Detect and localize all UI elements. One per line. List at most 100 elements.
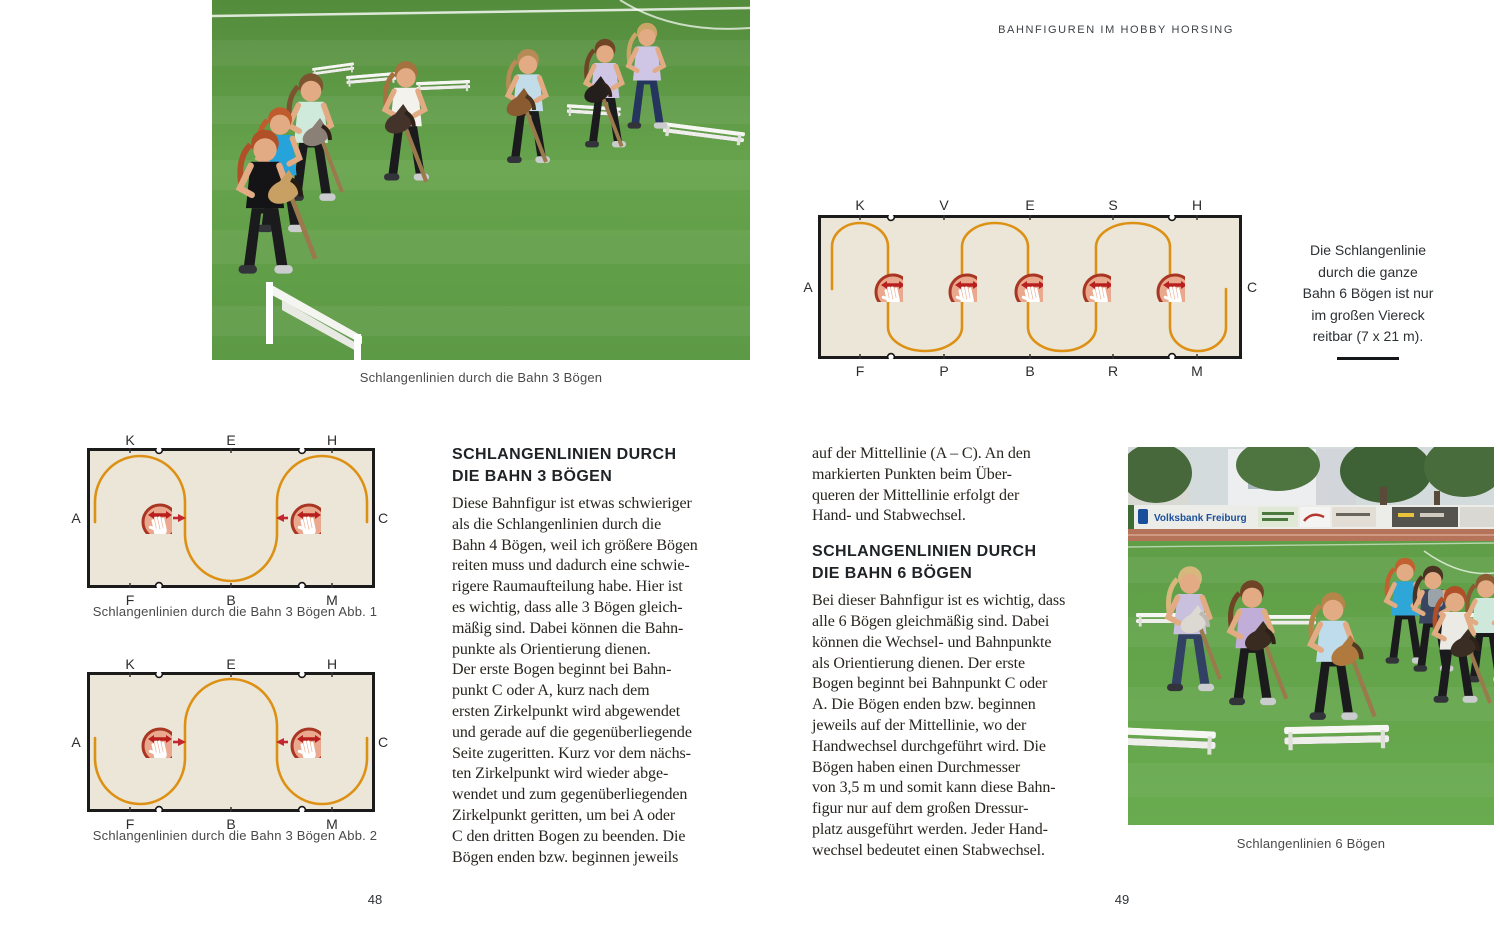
text-line: punkt C oder A, kurz nach dem [452, 682, 650, 700]
top-photo-caption: Schlangenlinien durch die Bahn 3 Bögen [359, 370, 603, 385]
arena-letter: F [125, 592, 135, 608]
arena-letter: M [326, 816, 338, 832]
serpentine-path [93, 454, 369, 583]
arena-letter: B [1025, 363, 1035, 379]
text-line: DIE BAHN 6 BÖGEN [812, 564, 973, 582]
article-body-3-boegen: Diese Bahnfigur ist etwas schwieriger als… [452, 494, 702, 868]
arena-letter: A [71, 510, 81, 526]
text-line: Bogen beginnt bei Bahnpunkt C oder [812, 675, 1048, 693]
text-line: reitbar (7 x 21 m). [1312, 328, 1424, 344]
pitch-circle-arc [619, 0, 750, 30]
article-heading-3-boegen: SCHLANGENLINIEN DURCH DIE BAHN 3 BÖGEN [452, 444, 702, 487]
text-line: Seite zugeritten. Kurz vor dem nächs- [452, 744, 691, 762]
letter-ticks [859, 215, 1198, 359]
text-line: von 3,5 m und somit kann diese Bahn- [812, 779, 1056, 797]
text-line: platz ausgeführt werden. Jeder Hand- [812, 820, 1048, 838]
handwechsel-icon [290, 503, 321, 534]
pitch-circle-arc [1423, 550, 1494, 575]
arena-letter: E [226, 432, 236, 448]
banner-strip: Volksbank Freiburg [1128, 505, 1494, 529]
text-line: figur nur auf dem großen Dressur- [812, 800, 1029, 818]
arena-letter: V [939, 197, 949, 213]
zirkelpunkt-markers [154, 672, 307, 812]
pitch-line [212, 6, 750, 18]
text-line: Diese Bahnfigur ist etwas schwieriger [452, 495, 692, 512]
article-column-2: auf der Mittellinie (A – C). An den marki… [812, 444, 1066, 862]
arena-letter: E [226, 656, 236, 672]
arena-letter: B [226, 592, 236, 608]
arena-letter: M [1191, 363, 1203, 379]
arena-letter: A [71, 734, 81, 750]
handwechsel-arrow [173, 738, 288, 746]
arena-letter: F [125, 816, 135, 832]
text-line: durch die ganze [1318, 263, 1418, 280]
photo-schlangenlinien-6-boegen: Volksbank Freiburg [1128, 447, 1494, 825]
text-line: Die Schlangenlinie [1310, 242, 1426, 258]
text-line: Handwechsel durchgeführt wird. Die [812, 737, 1046, 755]
jump-obstacle [266, 282, 362, 360]
text-line: als die Schlangenlinien durch die [452, 515, 662, 533]
text-line: auf der Mittellinie (A – C). An den [812, 445, 1031, 462]
article-heading-6-boegen: SCHLANGENLINIEN DURCH DIE BAHN 6 BÖGEN [812, 541, 1062, 584]
text-line: wechsel bedeutet einen Stabwechsel. [812, 841, 1045, 859]
arena-letter: E [1025, 197, 1035, 213]
right-photo-caption: Schlangenlinien 6 Bögen [1236, 836, 1386, 851]
arena-diagram-6-boegen: K V E S H A D L I G C F P B R M [796, 195, 1266, 385]
text-line: A. Die Bögen enden bzw. beginnen [812, 696, 1036, 714]
text-line: es wichtig, dass alle 3 Bögen gleich- [452, 598, 683, 616]
text-line: Hand- und Stabwechsel. [812, 507, 966, 525]
text-line: Bögen haben einen Durchmesser [812, 758, 1021, 776]
arena-letter: C [377, 510, 389, 526]
arena-letter: C [377, 734, 389, 750]
page-number-left: 48 [367, 892, 383, 907]
text-line: und gerade auf die gegenüberliegende [452, 723, 692, 741]
article-body-6-boegen: Bei dieser Bahnfigur ist es wichtig, das… [812, 591, 1066, 861]
text-line: Bei dieser Bahnfigur ist es wichtig, das… [812, 592, 1066, 610]
arena-box [818, 215, 1242, 359]
diagram-abb2-caption: Schlangenlinien durch die Bahn 3 Bögen A… [92, 828, 378, 843]
side-note: Die Schlangenlinie durch die ganze Bahn 6 … [1278, 240, 1458, 360]
text-line: SCHLANGENLINIEN DURCH [452, 446, 677, 463]
zirkelpunkt-markers [154, 448, 307, 588]
arena-letter: S [1108, 197, 1118, 213]
arena-diagram-abb1: K E H A D X G C F B M [65, 432, 405, 608]
text-line: rigere Raumaufteilung habe. Hier ist [452, 578, 683, 596]
handwechsel-arrow [173, 514, 288, 522]
diagram-abb1-caption: Schlangenlinien durch die Bahn 3 Bögen A… [92, 604, 378, 619]
arena-letter: R [1107, 363, 1119, 379]
arena-letter: A [803, 279, 813, 295]
text-line: als Orientierung dienen. Der erste [812, 654, 1025, 672]
page-number-right: 49 [1114, 892, 1130, 907]
note-rule [1337, 356, 1399, 360]
text-line: DIE BAHN 3 BÖGEN [452, 467, 613, 485]
text-line: Der erste Bogen beginnt bei Bahn- [452, 661, 672, 679]
text-line: alle 6 Bögen gleichmäßig sind. Dabei [812, 612, 1050, 630]
handwechsel-icon [141, 727, 172, 758]
arena-box [87, 448, 375, 588]
arena-letter: H [326, 656, 338, 672]
arena-letter: K [855, 197, 865, 213]
trees [1128, 447, 1494, 535]
text-line: können die Wechsel- und Bahnpunkte [812, 633, 1052, 651]
article-column-1: SCHLANGENLINIEN DURCH DIE BAHN 3 BÖGEN Di… [452, 444, 702, 868]
arena-letter: K [125, 656, 135, 672]
text-line: Bahn 4 Bögen, weil ich größere Bögen [452, 536, 698, 554]
text-line: Bögen enden bzw. beginnen jeweils [452, 848, 679, 866]
text-line: im großen Viereck [1311, 306, 1425, 323]
arena-letter: M [326, 592, 338, 608]
text-line: jeweils auf der Mittellinie, wo der [812, 716, 1027, 734]
article-intro-continuation: auf der Mittellinie (A – C). An den marki… [812, 444, 1062, 527]
arena-letter: P [939, 363, 949, 379]
zirkelpunkt-markers [886, 215, 1177, 359]
text-line: Zirkelpunkt geritten, um bei A oder [452, 806, 676, 824]
text-line: reiten muss und dadurch eine schwie- [452, 557, 690, 575]
text-line: ersten Zirkelpunkt wird abgewendet [452, 702, 681, 720]
arena-letter: K [125, 432, 135, 448]
serpentine-path [93, 677, 369, 806]
text-line: ten Zirkelpunkt wird wieder abge- [452, 765, 669, 783]
photo-hobby-horsing-field [212, 0, 750, 360]
handwechsel-icon [290, 727, 321, 758]
text-line: punkte als Orientierung dienen. [452, 640, 651, 658]
letter-ticks [129, 672, 333, 812]
